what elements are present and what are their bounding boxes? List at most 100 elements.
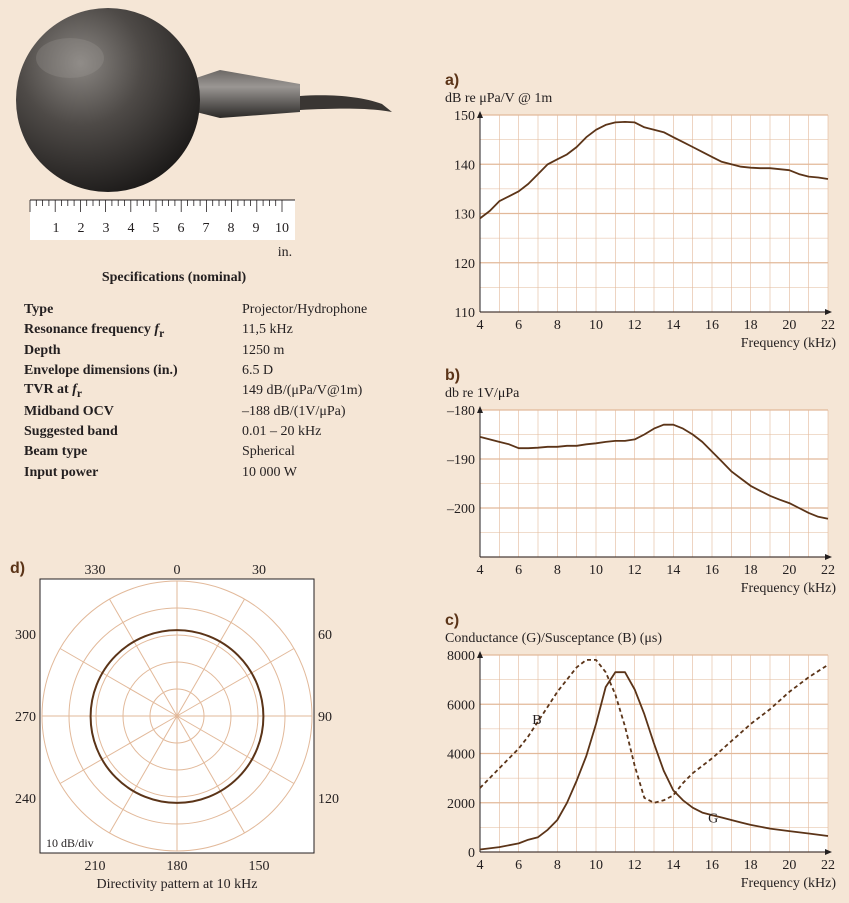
hydrophone-image xyxy=(16,8,392,192)
ruler: 1 2 3 4 5 6 7 8 9 10 in. xyxy=(29,199,295,260)
spec-row: Beam type Spherical xyxy=(24,442,367,462)
x-axis-label: Frequency (kHz) xyxy=(741,581,837,596)
y-axis-label: dB re μPa/V @ 1m xyxy=(445,91,552,106)
x-tick-label: 20 xyxy=(782,318,796,333)
ruler-label-8: 8 xyxy=(228,221,235,236)
y-tick-label: 150 xyxy=(454,109,475,124)
chart-d-group: 0 30 60 90 120 150 180 210 240 270 300 330 10 dB/div… xyxy=(10,560,339,892)
spec-value: Projector/Hydrophone xyxy=(242,302,368,318)
x-tick-label: 10 xyxy=(589,858,603,873)
y-tick-label: 6000 xyxy=(447,698,475,713)
ruler-label-1: 1 xyxy=(53,221,60,236)
x-axis-arrow xyxy=(825,309,832,315)
x-tick-label: 20 xyxy=(782,563,796,578)
y-axis-arrow xyxy=(477,406,483,413)
spec-key: Depth xyxy=(24,342,61,358)
ruler-label-9: 9 xyxy=(253,221,260,236)
chart-c-group: 4 6 8 10 12 14 16 18 20 22 0 2000 4000 6000 8000 Freque… xyxy=(445,612,836,891)
x-tick-label: 14 xyxy=(666,318,680,333)
x-tick-label: 4 xyxy=(477,858,484,873)
polar-scale-label: 10 dB/div xyxy=(46,836,94,850)
spec-value: –188 dB/(1V/μPa) xyxy=(242,403,346,419)
x-axis-label: Frequency (kHz) xyxy=(741,336,837,351)
polar-spoke xyxy=(109,598,178,717)
spec-value: 11,5 kHz xyxy=(242,322,293,338)
ruler-label-2: 2 xyxy=(78,221,85,236)
x-tick-label: 6 xyxy=(515,318,522,333)
spec-row: Midband OCV –188 dB/(1V/μPa) xyxy=(24,401,367,421)
x-tick-label: 12 xyxy=(628,563,642,578)
x-tick-label: 8 xyxy=(554,563,561,578)
panel-label-d: d) xyxy=(10,560,25,577)
polar-angle-label: 240 xyxy=(15,792,36,807)
y-tick-label: 0 xyxy=(468,846,475,861)
polar-angle-label: 60 xyxy=(318,628,332,643)
polar-angle-label: 30 xyxy=(252,563,266,578)
polar-angle-label: 330 xyxy=(85,563,106,578)
x-tick-label: 22 xyxy=(821,318,835,333)
spec-row: Input power 10 000 W xyxy=(24,462,367,482)
spec-key: Midband OCV xyxy=(24,403,114,419)
spec-value: 149 dB/(μPa/V@1m) xyxy=(242,383,363,399)
series-label-B: B xyxy=(532,713,541,728)
x-tick-label: 18 xyxy=(744,858,758,873)
y-tick-label: 4000 xyxy=(447,748,475,763)
spec-row: Suggested band 0.01 – 20 kHz xyxy=(24,422,367,442)
polar-spoke xyxy=(109,715,178,834)
x-tick-label: 6 xyxy=(515,563,522,578)
x-tick-label: 14 xyxy=(666,858,680,873)
spec-value: Spherical xyxy=(242,444,295,460)
ruler-label-7: 7 xyxy=(203,221,210,236)
spec-key: Suggested band xyxy=(24,423,118,439)
spec-value: 0.01 – 20 kHz xyxy=(242,423,322,439)
panel-label: c) xyxy=(445,612,459,629)
x-tick-label: 14 xyxy=(666,563,680,578)
polar-spoke xyxy=(176,715,295,784)
directivity-pattern xyxy=(89,629,265,804)
ruler-label-6: 6 xyxy=(178,221,185,236)
spec-row: Depth 1250 m xyxy=(24,341,367,361)
x-tick-label: 20 xyxy=(782,858,796,873)
ruler-label-4: 4 xyxy=(128,221,135,236)
series-line-G xyxy=(479,671,829,851)
x-axis-arrow xyxy=(825,849,832,855)
y-tick-label: –180 xyxy=(446,404,475,419)
x-tick-label: 22 xyxy=(821,563,835,578)
panel-label: b) xyxy=(445,367,460,384)
spec-value: 10 000 W xyxy=(242,464,297,480)
y-tick-label: 140 xyxy=(454,158,475,173)
polar-spoke xyxy=(59,648,178,717)
x-tick-label: 16 xyxy=(705,318,719,333)
x-tick-label: 10 xyxy=(589,563,603,578)
specs-table: Type Projector/Hydrophone Resonance frequ… xyxy=(24,300,367,483)
ruler-unit: in. xyxy=(278,245,292,260)
polar-spoke xyxy=(176,648,295,717)
x-tick-label: 6 xyxy=(515,858,522,873)
series-line xyxy=(479,121,829,220)
ruler-label-3: 3 xyxy=(103,221,110,236)
polar-angle-label: 90 xyxy=(318,710,332,725)
polar-angle-label: 0 xyxy=(174,563,181,578)
y-tick-label: 2000 xyxy=(447,797,475,812)
spec-row: Resonance frequency fr 11,5 kHz xyxy=(24,320,367,340)
y-tick-label: –190 xyxy=(446,453,475,468)
polar-angle-label: 150 xyxy=(249,859,270,874)
series-line-B xyxy=(479,659,829,804)
y-tick-label: 120 xyxy=(454,257,475,272)
x-tick-label: 8 xyxy=(554,858,561,873)
y-axis-label: db re 1V/μPa xyxy=(445,386,520,401)
x-axis-arrow xyxy=(825,554,832,560)
polar-spoke xyxy=(59,715,178,784)
polar-title: Directivity pattern at 10 kHz xyxy=(97,877,258,892)
specifications: Specifications (nominal) Type Projector/H… xyxy=(24,270,424,483)
series-line xyxy=(479,423,829,520)
ruler-label-10: 10 xyxy=(275,221,289,236)
x-tick-label: 16 xyxy=(705,858,719,873)
x-tick-label: 12 xyxy=(628,318,642,333)
spec-row: TVR at fr 149 dB/(μPa/V@1m) xyxy=(24,381,367,401)
x-axis-label: Frequency (kHz) xyxy=(741,876,837,891)
polar-angle-label: 270 xyxy=(15,710,36,725)
x-tick-label: 18 xyxy=(744,318,758,333)
polar-spoke xyxy=(176,715,245,834)
